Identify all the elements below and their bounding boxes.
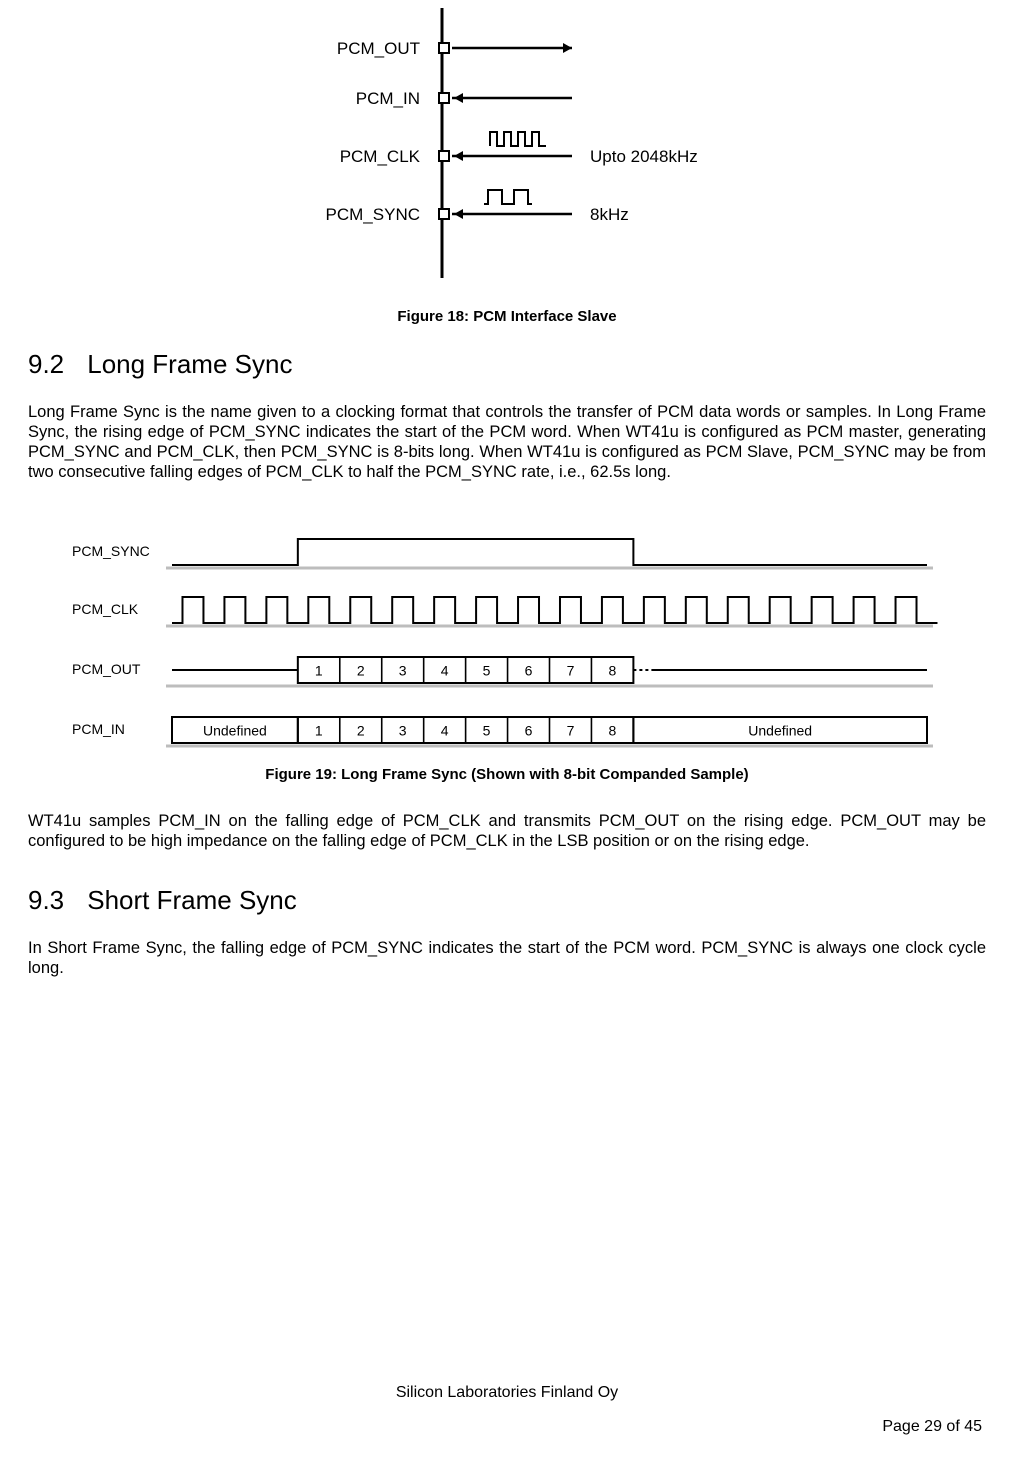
svg-text:PCM_OUT: PCM_OUT	[72, 660, 141, 676]
section-9-2-heading: 9.2 Long Frame Sync	[28, 349, 986, 380]
svg-text:PCM_CLK: PCM_CLK	[340, 147, 421, 166]
svg-text:8: 8	[609, 662, 617, 678]
figure-19-caption: Figure 19: Long Frame Sync (Shown with 8…	[28, 766, 986, 783]
figure-18-diagram: PCM_OUT PCM_IN PCM_CLK Upto 2048kHz PCM_SYNC…	[242, 8, 772, 298]
svg-text:Undefined: Undefined	[203, 722, 267, 738]
section-9-2-paragraph: Long Frame Sync is the name given to a c…	[28, 402, 986, 483]
paragraph-after-fig19: WT41u samples PCM_IN on the falling edge…	[28, 811, 986, 851]
section-9-3-number: 9.3	[28, 885, 80, 916]
section-9-2-number: 9.2	[28, 349, 80, 380]
figure-18-svg: PCM_OUT PCM_IN PCM_CLK Upto 2048kHz PCM_SYNC…	[242, 8, 772, 298]
svg-text:Upto 2048kHz: Upto 2048kHz	[590, 147, 698, 166]
svg-text:1: 1	[315, 662, 323, 678]
section-9-3-heading: 9.3 Short Frame Sync	[28, 885, 986, 916]
section-9-3-paragraph: In Short Frame Sync, the falling edge of…	[28, 938, 986, 978]
svg-text:7: 7	[567, 662, 575, 678]
svg-text:7: 7	[567, 722, 575, 738]
figure-19-svg: PCM_SYNC PCM_CLK PCM_OUT PCM_IN 1 2 3 4 5 6 7 8 Unde…	[67, 511, 947, 751]
figure-19-diagram: PCM_SYNC PCM_CLK PCM_OUT PCM_IN 1 2 3 4 5 6 7 8 Unde…	[67, 511, 947, 756]
svg-text:4: 4	[441, 722, 449, 738]
svg-text:Undefined: Undefined	[748, 722, 812, 738]
svg-text:6: 6	[525, 722, 533, 738]
svg-text:2: 2	[357, 662, 365, 678]
svg-text:1: 1	[315, 722, 323, 738]
svg-text:PCM_IN: PCM_IN	[356, 89, 420, 108]
section-9-3-title: Short Frame Sync	[87, 885, 297, 915]
svg-text:2: 2	[357, 722, 365, 738]
svg-text:PCM_SYNC: PCM_SYNC	[326, 205, 420, 224]
svg-text:8: 8	[609, 722, 617, 738]
svg-text:3: 3	[399, 662, 407, 678]
section-9-2-title: Long Frame Sync	[87, 349, 292, 379]
footer-company: Silicon Laboratories Finland Oy	[0, 1384, 1014, 1402]
footer-page-number: Page 29 of 45	[882, 1418, 982, 1436]
svg-text:PCM_CLK: PCM_CLK	[72, 600, 139, 616]
svg-text:5: 5	[483, 662, 491, 678]
svg-text:PCM_OUT: PCM_OUT	[337, 39, 420, 58]
svg-text:8kHz: 8kHz	[590, 205, 629, 224]
svg-text:3: 3	[399, 722, 407, 738]
svg-text:4: 4	[441, 662, 449, 678]
svg-text:6: 6	[525, 662, 533, 678]
svg-text:5: 5	[483, 722, 491, 738]
svg-text:PCM_IN: PCM_IN	[72, 720, 125, 736]
figure-18-caption: Figure 18: PCM Interface Slave	[28, 308, 986, 325]
svg-text:PCM_SYNC: PCM_SYNC	[72, 542, 150, 558]
